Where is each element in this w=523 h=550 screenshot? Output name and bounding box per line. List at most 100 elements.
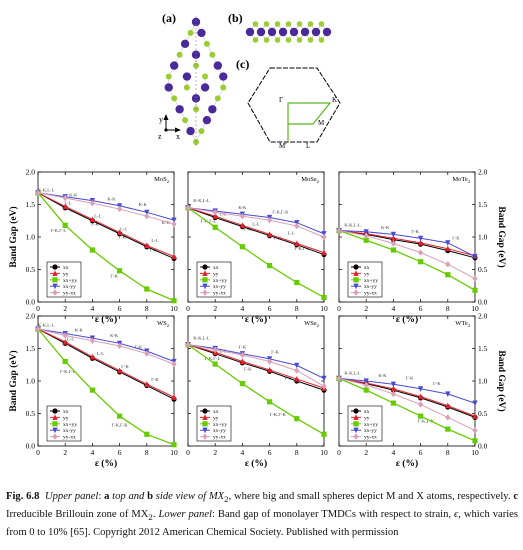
- data-point: [212, 346, 218, 353]
- data-point: [89, 216, 95, 223]
- band-gap-chart: 0 2 4 6 8 100.0 0.5 1.0 1.5 2.0 K-K,L-L K-K Γ-K Γ-K Mo…: [336, 168, 507, 325]
- top-view-lattice: [164, 16, 228, 148]
- data-point: [472, 287, 478, 293]
- legend-label: xx-yy: [63, 284, 76, 290]
- chalcogen-atom: [307, 21, 314, 27]
- data-point: [89, 200, 95, 207]
- data-point: [353, 433, 359, 440]
- data-point: [52, 427, 58, 434]
- x-tick-label: 2: [63, 448, 67, 457]
- metal-atom: [175, 105, 184, 114]
- point-annotation: Γ-K: [121, 364, 129, 369]
- point-annotation: Γ-K,Γ-K: [272, 210, 289, 216]
- caption-epsilon: ϵ: [453, 509, 459, 521]
- data-point: [418, 401, 424, 408]
- data-point: [117, 229, 123, 236]
- band-gap-chart: 0 2 4 6 8 10 K-K,L-L K-K Γ-K,Γ-K L-L L-L L-L Γ-K,Γ-L…: [185, 171, 328, 325]
- chalcogen-atom: [307, 37, 314, 43]
- material-title: MoSe2: [301, 176, 319, 184]
- data-point: [472, 427, 478, 434]
- band-gap-chart: 0 2 4 6 8 100.00.51.01.52.0K-K,L-LK-KK-KK-KK-…: [8, 168, 178, 326]
- data-point: [171, 394, 177, 400]
- metal-atom: [197, 28, 206, 38]
- chalcogen-atom: [285, 21, 292, 27]
- metal-atom: [256, 27, 266, 37]
- legend-label: xx: [63, 265, 69, 271]
- data-point: [321, 431, 327, 437]
- y-tick-label: 1.0: [478, 233, 488, 242]
- series-line: [338, 229, 476, 291]
- data-point: [171, 360, 177, 368]
- chalcogen-atom: [318, 21, 325, 27]
- series-line: [37, 192, 175, 221]
- y-tick-label: 1.0: [26, 233, 36, 242]
- caption-text: side view of MX: [153, 491, 225, 502]
- data-point: [202, 264, 208, 270]
- data-point: [353, 414, 359, 420]
- series-line: [338, 377, 476, 442]
- material-subscript: 2: [468, 323, 470, 328]
- series-line: [37, 192, 175, 225]
- metal-atom: [300, 27, 310, 37]
- series-line: [187, 207, 325, 235]
- chalcogen-atom: [263, 21, 270, 27]
- chalcogen-atom: [171, 95, 178, 102]
- data-point: [212, 209, 218, 216]
- label-c: (c): [236, 57, 249, 71]
- data-point: [171, 442, 177, 448]
- chalcogen-atom: [220, 84, 227, 91]
- data-point: [117, 205, 123, 213]
- series-line: [187, 344, 325, 391]
- metal-atom: [267, 27, 277, 37]
- side-view-lattice: [245, 21, 332, 43]
- data-point: [445, 272, 451, 278]
- point-annotation: Γ-K: [110, 273, 118, 278]
- legend-label: xx-yy: [364, 284, 377, 290]
- y-axis-label: Band Gap (eV): [496, 206, 507, 267]
- data-point: [418, 259, 424, 265]
- point-annotation: K-K: [110, 333, 119, 338]
- x-tick-label: 2: [213, 304, 217, 313]
- legend-label: yy: [213, 271, 219, 277]
- legend-label: yy-xx: [63, 291, 76, 297]
- point-annotation: Γ-K,Γ-L: [60, 369, 76, 375]
- data-point: [144, 242, 150, 249]
- chalcogen-atom: [296, 21, 303, 27]
- data-point: [52, 421, 58, 427]
- x-tick-label: 8: [446, 304, 450, 313]
- x-tick-label: 2: [364, 304, 368, 313]
- material-title: WTe2: [455, 320, 470, 328]
- data-point: [445, 402, 451, 409]
- data-point: [239, 381, 245, 387]
- caption-text: Irreducible Brillouin zone of MX: [6, 509, 149, 521]
- legend-label: xx+yy: [63, 422, 77, 428]
- label-a: (a): [162, 11, 176, 25]
- y-tick-label: 1.0: [478, 377, 488, 386]
- series-line: [187, 344, 325, 379]
- data-point: [144, 431, 150, 437]
- metal-atom: [169, 61, 179, 70]
- x-tick-label: 6: [419, 448, 423, 457]
- legend-label: yy: [364, 271, 370, 277]
- data-point: [321, 233, 327, 241]
- data-point: [294, 240, 300, 247]
- point-annotation: K-K,L-L: [38, 322, 55, 328]
- series-line: [338, 230, 476, 257]
- data-point: [390, 390, 396, 398]
- metal-atom: [200, 83, 210, 92]
- y-axis-label: Band Gap (eV): [496, 350, 507, 411]
- caption-text: .: [152, 509, 159, 521]
- metal-atom: [202, 115, 212, 125]
- data-point: [35, 325, 41, 333]
- axis-triad: y x z: [158, 114, 181, 141]
- data-point: [294, 367, 300, 374]
- data-point: [117, 342, 123, 350]
- data-point: [239, 244, 245, 250]
- series-line: [187, 344, 325, 389]
- caption-upper: Upper panel: [44, 491, 99, 502]
- series-line: [338, 377, 476, 417]
- data-point: [171, 217, 177, 224]
- bz-k-label: K: [332, 96, 337, 104]
- point-annotation: Γ-K: [135, 345, 143, 350]
